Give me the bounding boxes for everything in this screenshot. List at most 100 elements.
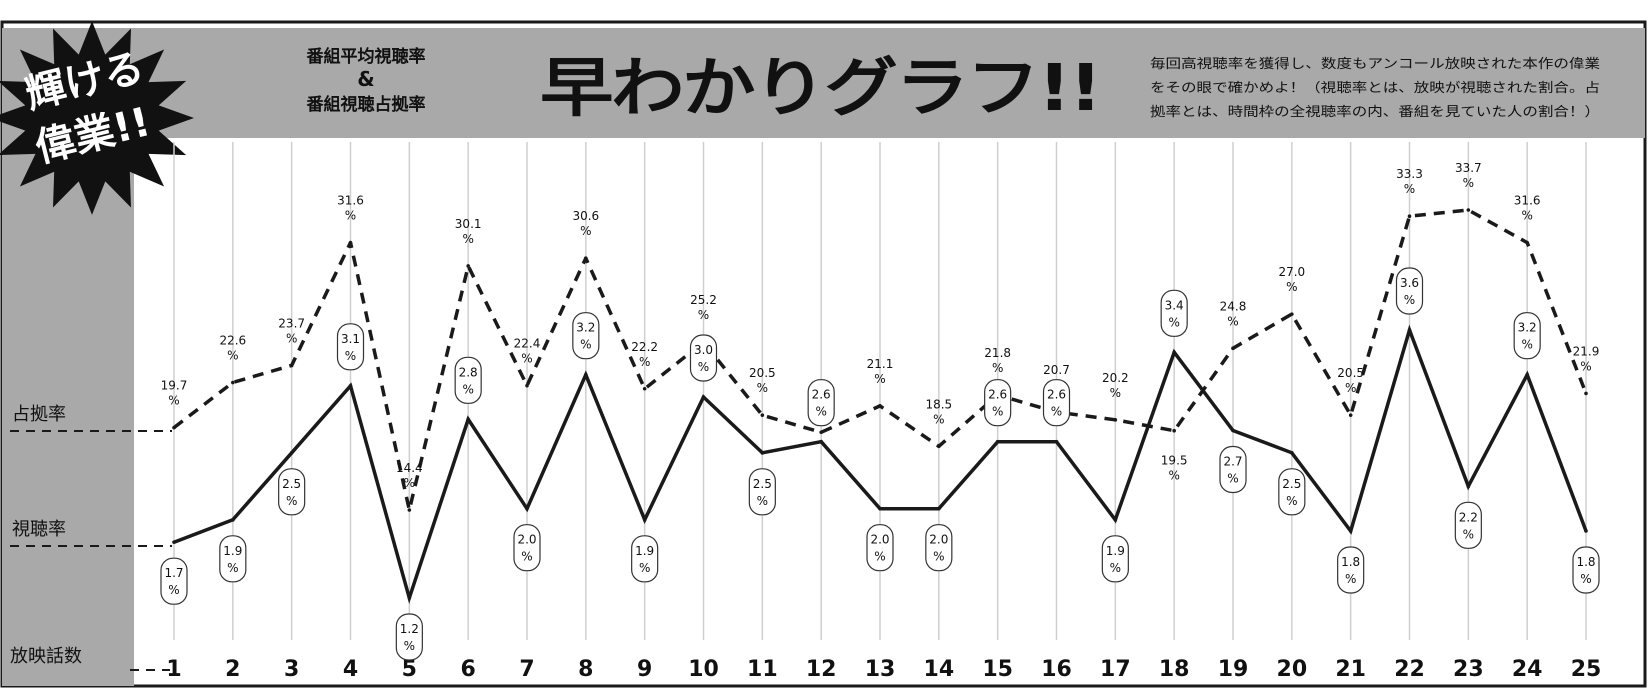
data-label-occupancy: 20.2: [1102, 371, 1129, 385]
point-rating: [1172, 350, 1176, 355]
data-label-rating: 3.0: [694, 343, 713, 357]
data-label-rating: 3.6: [1400, 276, 1419, 290]
data-label-unit: %: [757, 494, 768, 508]
data-label-occupancy: 21.1: [867, 357, 894, 371]
data-label-unit: %: [1051, 405, 1062, 419]
point-occupancy: [878, 404, 882, 408]
point-occupancy: [819, 430, 823, 435]
point-occupancy: [231, 380, 235, 385]
data-label-rating: 1.8: [1576, 555, 1595, 569]
x-tick-label: 11: [747, 657, 778, 682]
data-label-unit: %: [1286, 494, 1297, 508]
x-tick-label: 7: [519, 657, 534, 682]
point-rating: [1113, 518, 1118, 522]
data-label-unit: %: [1580, 572, 1591, 586]
point-occupancy: [1584, 391, 1588, 396]
subtitle-line2: 番組視聴占拠率: [306, 94, 426, 115]
point-rating: [1054, 439, 1059, 444]
data-label-unit: %: [1521, 338, 1532, 352]
data-label-occupancy: 22.4: [514, 337, 541, 351]
data-label-unit: %: [286, 494, 297, 508]
point-occupancy: [1172, 428, 1176, 433]
point-occupancy: [525, 383, 529, 388]
data-label-unit: %: [1463, 527, 1474, 541]
x-tick-label: 17: [1100, 657, 1131, 682]
data-label-unit: %: [404, 476, 415, 490]
legend-occupancy-label: 占拠率: [12, 404, 66, 425]
data-label-rating: 2.5: [282, 477, 301, 491]
data-label-rating: 2.6: [812, 388, 831, 402]
description-line1: 毎回高視聴率を獲得し、数度もアンコール放映された本作の偉業: [1150, 56, 1600, 72]
data-label-rating: 3.4: [1165, 298, 1184, 312]
x-axis-title: 放映話数: [10, 646, 82, 667]
x-tick-label: 16: [1041, 657, 1072, 682]
data-label-unit: %: [874, 372, 885, 386]
data-label-box: [1219, 445, 1247, 494]
data-label-occupancy: 30.6: [572, 209, 599, 223]
data-label-unit: %: [1521, 209, 1532, 223]
point-rating: [231, 518, 235, 522]
legend-rating-label: 視聴率: [12, 519, 66, 540]
data-label-unit: %: [1404, 293, 1415, 307]
point-occupancy: [642, 386, 647, 391]
data-label-unit: %: [1168, 315, 1179, 329]
data-label-unit: %: [1286, 280, 1297, 294]
data-label-rating: 2.5: [1282, 477, 1301, 491]
data-label-unit: %: [639, 561, 650, 575]
data-label-box: [748, 468, 776, 516]
data-label-unit: %: [168, 394, 179, 408]
data-label-unit: %: [1227, 314, 1238, 328]
data-label-box: [1395, 267, 1424, 315]
data-label-unit: %: [345, 209, 356, 223]
subtitle-line1: 番組平均視聴率: [306, 46, 426, 67]
data-label-occupancy: 20.5: [749, 366, 776, 380]
data-label-unit: %: [521, 352, 532, 366]
badge-starburst: 輝ける 偉業!!: [0, 21, 194, 215]
data-label-unit: %: [1168, 469, 1179, 483]
data-label-occupancy: 22.2: [631, 340, 658, 354]
data-label-occupancy: 19.5: [1161, 454, 1188, 468]
point-occupancy: [1290, 312, 1294, 316]
x-tick-label: 21: [1335, 657, 1366, 682]
point-occupancy: [466, 264, 470, 268]
data-label-unit: %: [1345, 381, 1356, 395]
x-tick-label: 8: [578, 657, 593, 682]
data-label-occupancy: 30.1: [455, 217, 482, 231]
point-occupancy: [1525, 240, 1529, 245]
description-line2: をその眼で確かめよ！（視聴率とは、放映が視聴された割合。占: [1150, 80, 1600, 96]
data-label-unit: %: [580, 338, 591, 352]
data-label-rating: 2.0: [929, 533, 948, 547]
point-rating: [289, 451, 294, 455]
data-label-box: [395, 613, 423, 661]
data-label-rating: 2.0: [517, 533, 536, 547]
data-label-unit: %: [345, 349, 356, 363]
point-occupancy: [348, 240, 353, 245]
data-label-occupancy: 18.5: [925, 397, 952, 411]
x-tick-label: 6: [461, 657, 476, 682]
data-label-rating: 2.6: [1047, 388, 1066, 402]
point-rating: [760, 451, 765, 455]
data-label-unit: %: [1463, 176, 1474, 190]
data-label-unit: %: [1345, 572, 1356, 586]
x-tick-label: 22: [1394, 657, 1425, 682]
x-tick-label: 23: [1453, 657, 1484, 682]
data-label-occupancy: 31.6: [337, 194, 364, 208]
data-label-occupancy: 24.8: [1220, 299, 1247, 313]
point-rating: [878, 506, 882, 511]
data-label-unit: %: [227, 349, 238, 363]
point-rating: [642, 518, 647, 522]
point-rating: [348, 384, 353, 388]
data-label-rating: 2.2: [1459, 510, 1478, 524]
point-rating: [1525, 372, 1529, 377]
x-tick-label: 18: [1159, 657, 1190, 682]
data-label-unit: %: [227, 561, 238, 575]
data-label-box: [1278, 468, 1306, 516]
data-label-rating: 1.7: [164, 566, 183, 580]
x-tick-label: 25: [1571, 657, 1602, 682]
data-label-unit: %: [933, 550, 944, 564]
point-rating: [525, 506, 529, 511]
data-label-rating: 1.9: [1106, 544, 1125, 558]
data-label-unit: %: [992, 361, 1003, 375]
data-label-occupancy: 22.6: [219, 334, 246, 348]
x-tick-label: 12: [806, 657, 837, 682]
